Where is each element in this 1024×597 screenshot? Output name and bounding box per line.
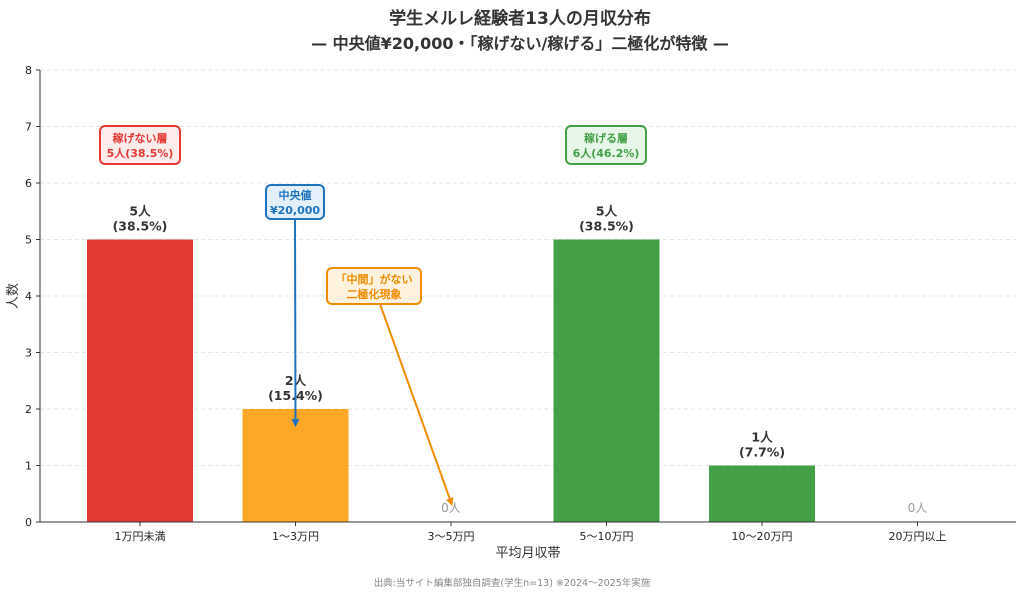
annotation-text: 中央値 — [279, 188, 312, 202]
annotation-box — [326, 267, 422, 305]
data-label-count: 5人 — [596, 204, 618, 219]
annotation-text: 「中間」がない — [336, 272, 413, 286]
annotation-text: 稼げない層 — [113, 131, 168, 145]
data-label-count: 1人 — [751, 430, 773, 445]
bar — [87, 239, 193, 522]
x-ticks: 1万円未満 1〜3万円 3〜5万円 5〜10万円 10〜20万円 20万円以上 — [115, 522, 947, 543]
bar — [242, 409, 349, 522]
annotation-text: ¥20,000 — [270, 204, 320, 217]
bar — [553, 239, 660, 522]
annotation-text: 5人(38.5%) — [107, 146, 174, 160]
y-tick-label: 5 — [25, 234, 32, 247]
annotation-arrow — [379, 303, 454, 506]
y-tick-label: 1 — [25, 460, 32, 473]
annotation-text: 稼げる層 — [584, 131, 628, 145]
annotation-text: 6人(46.2%) — [573, 146, 640, 160]
x-tick-label: 5〜10万円 — [580, 530, 634, 543]
x-tick-label: 1〜3万円 — [272, 530, 319, 543]
y-tick-label: 7 — [25, 121, 32, 134]
annotation-box — [99, 125, 181, 165]
annotation-arrow — [291, 218, 300, 428]
x-axis-label: 平均月収帯 — [495, 546, 560, 561]
chart-subtitle: — 中央値¥20,000・「稼げない/稼げる」二極化が特徴 — — [311, 34, 729, 53]
y-tick-label: 8 — [25, 64, 32, 77]
bar — [709, 465, 815, 522]
y-tick-label: 2 — [25, 403, 32, 416]
annotation-box — [565, 125, 647, 165]
data-label-count: 5人 — [129, 204, 151, 219]
x-tick-label: 20万円以上 — [889, 530, 947, 543]
x-tick-label: 10〜20万円 — [732, 530, 793, 543]
bars — [87, 239, 815, 522]
data-label-percent: (38.5%) — [113, 219, 168, 234]
y-tick-label: 4 — [25, 290, 32, 303]
annotation-median: 中央値 ¥20,000 — [265, 184, 325, 428]
source-note: 出典:当サイト編集部独自調査(学生n=13) ※2024〜2025年実施 — [374, 577, 651, 589]
y-axis-label: 人数 — [6, 283, 21, 309]
data-label-percent: (38.5%) — [579, 219, 634, 234]
data-label-zero: 0人 — [441, 501, 461, 515]
annotations: 稼げない層5人(38.5%)稼げる層6人(46.2%)中央値¥20,000「中間… — [99, 125, 647, 506]
y-ticks: 0 1 2 3 4 5 6 7 8 — [25, 64, 40, 529]
data-label-percent: (7.7%) — [739, 445, 785, 460]
y-tick-label: 6 — [25, 177, 32, 190]
chart-title: 学生メルレ経験者13人の月収分布 — [389, 8, 651, 29]
y-tick-label: 0 — [25, 516, 32, 529]
data-label-zero: 0人 — [908, 501, 928, 515]
annotation-box — [265, 184, 325, 220]
annotation-text: 二極化現象 — [347, 287, 402, 301]
y-tick-label: 3 — [25, 347, 32, 360]
x-tick-label: 1万円未満 — [115, 530, 166, 543]
x-tick-label: 3〜5万円 — [428, 530, 475, 543]
gridlines — [40, 69, 1016, 466]
